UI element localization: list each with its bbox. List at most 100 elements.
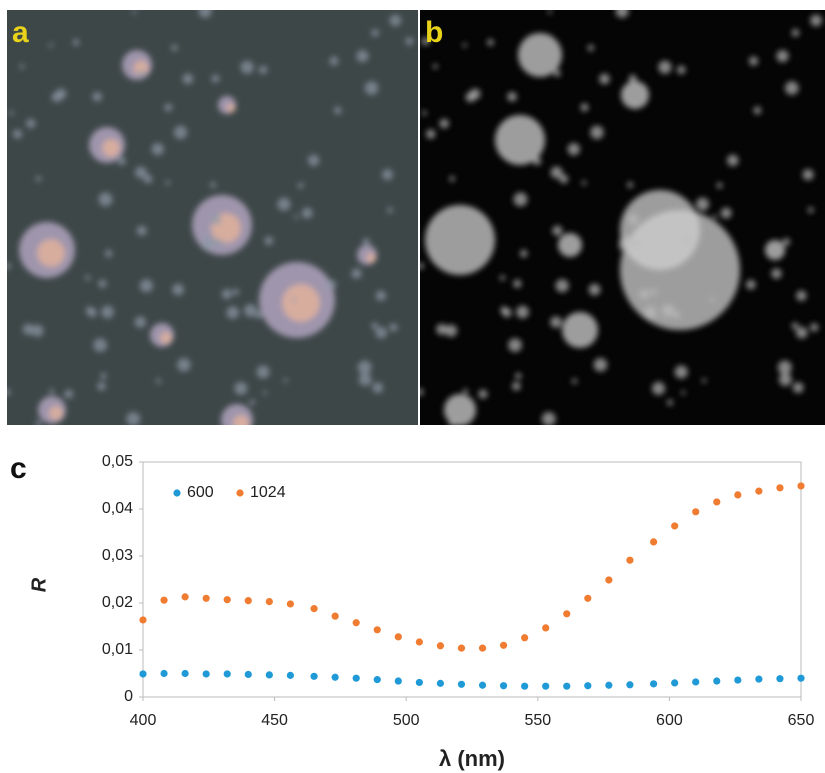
- data-point: [734, 491, 741, 498]
- particle: [329, 56, 338, 65]
- data-point: [353, 675, 360, 682]
- data-point: [437, 680, 444, 687]
- particle: [652, 382, 665, 395]
- data-point: [542, 683, 549, 690]
- particle: [4, 263, 10, 269]
- particle: [683, 236, 692, 245]
- particle: [241, 61, 254, 74]
- particle: [35, 420, 41, 426]
- particle: [100, 373, 106, 379]
- data-point: [266, 671, 273, 678]
- particle: [572, 379, 577, 384]
- data-point: [713, 498, 720, 505]
- particle: [376, 291, 386, 301]
- particle: [425, 205, 495, 275]
- particle: [99, 192, 113, 206]
- data-point: [416, 638, 423, 645]
- particle: [810, 323, 818, 331]
- data-point: [521, 683, 528, 690]
- particle: [559, 174, 568, 183]
- particle: [26, 119, 36, 129]
- particle: [359, 373, 372, 386]
- particle: [20, 64, 25, 69]
- data-point: [692, 508, 699, 515]
- particle: [463, 43, 467, 47]
- particle: [631, 238, 640, 247]
- particle: [143, 174, 152, 183]
- particle: [554, 70, 561, 77]
- particle: [365, 81, 379, 95]
- particle: [372, 382, 383, 393]
- data-point: [500, 642, 507, 649]
- particle: [244, 304, 257, 317]
- particle: [463, 389, 468, 394]
- particle: [97, 382, 106, 391]
- particle: [283, 378, 287, 382]
- data-point: [671, 679, 678, 686]
- particle: [658, 61, 671, 74]
- particle: [390, 15, 402, 27]
- particle: [713, 215, 717, 219]
- data-point: [332, 613, 339, 620]
- particle: [548, 10, 552, 14]
- particle: [135, 316, 147, 328]
- data-point: [797, 482, 804, 489]
- data-point: [374, 626, 381, 633]
- data-point: [139, 616, 146, 623]
- particle: [550, 316, 562, 328]
- particle: [515, 373, 521, 379]
- particle: [264, 236, 273, 245]
- particle: [362, 238, 370, 246]
- particle: [588, 45, 594, 51]
- legend-label: 1024: [250, 484, 286, 501]
- particle: [387, 207, 393, 213]
- particle: [508, 338, 522, 352]
- data-point: [755, 488, 762, 495]
- x-axis-label: λ (nm): [439, 746, 505, 771]
- particle: [73, 39, 80, 46]
- particle: [449, 176, 455, 182]
- particle: [426, 129, 435, 138]
- particle: [754, 107, 762, 115]
- particle: [644, 306, 657, 319]
- figure: a b c R λ (nm) 00,010,020,030,040,054004…: [0, 0, 825, 773]
- x-tick-label: 500: [393, 712, 420, 729]
- particle: [513, 280, 521, 288]
- particle: [334, 107, 342, 115]
- particle: [302, 208, 313, 219]
- particle: [49, 43, 53, 47]
- data-point: [542, 624, 549, 631]
- particle: [105, 250, 113, 258]
- particle: [792, 322, 799, 329]
- particle: [37, 239, 65, 267]
- particle: [371, 322, 378, 329]
- particle: [36, 176, 42, 182]
- particle: [140, 279, 153, 292]
- data-point: [287, 672, 294, 679]
- particle: [257, 365, 270, 378]
- data-point: [650, 538, 657, 545]
- particle: [629, 75, 637, 83]
- data-point: [224, 596, 231, 603]
- particle: [226, 306, 239, 319]
- particle: [776, 50, 788, 62]
- particle: [291, 297, 296, 302]
- particle: [389, 323, 397, 331]
- particle: [422, 111, 427, 116]
- particle: [234, 382, 247, 395]
- particle: [650, 289, 657, 296]
- data-point: [245, 671, 252, 678]
- particle: [662, 304, 675, 317]
- data-point: [374, 676, 381, 683]
- particle: [516, 306, 529, 319]
- particle: [9, 111, 14, 116]
- particle: [371, 29, 379, 37]
- particle: [92, 92, 102, 102]
- data-point: [160, 597, 167, 604]
- particle: [233, 415, 249, 431]
- particle: [214, 238, 223, 247]
- data-point: [437, 642, 444, 649]
- data-point: [584, 682, 591, 689]
- data-point: [310, 605, 317, 612]
- particle: [101, 306, 114, 319]
